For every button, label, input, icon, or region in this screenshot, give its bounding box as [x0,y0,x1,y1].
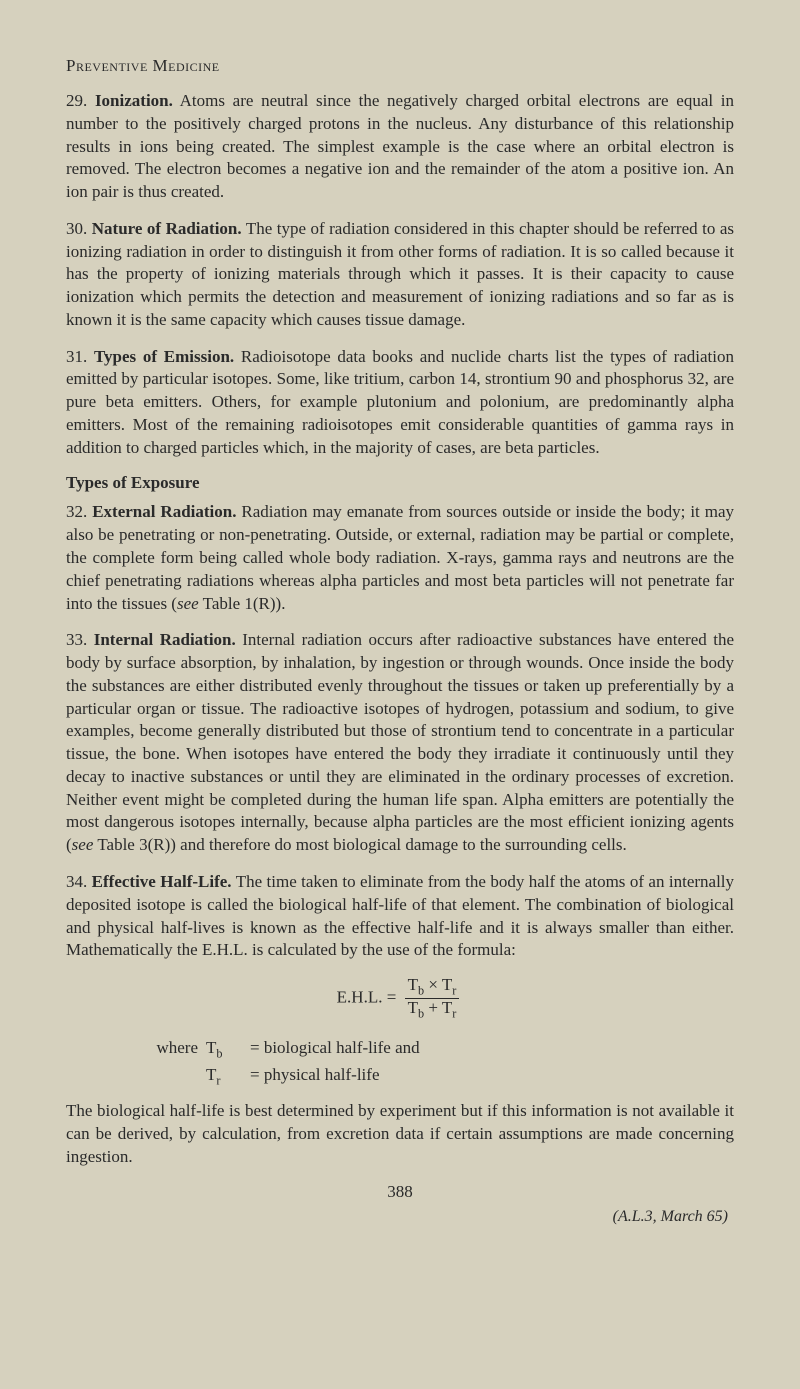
paragraph-33: 33. Internal Radiation. Internal radiati… [66,629,734,857]
para-text-after: Table 1(R)). [199,594,286,613]
where-row: where Tb = biological half-life and [66,1035,734,1063]
where-label-empty [66,1062,206,1090]
issue-reference: (A.L.3, March 65) [66,1208,734,1226]
page-container: Preventive Medicine 29. Ionization. Atom… [0,0,800,1266]
where-row: Tr = physical half-life [66,1062,734,1090]
paragraph-34: 34. Effective Half-Life. The time taken … [66,871,734,962]
para-number: 29. [66,91,87,110]
where-block: where Tb = biological half-life and Tr =… [66,1035,734,1090]
paragraph-30: 30. Nature of Radiation. The type of rad… [66,218,734,332]
paragraph-32: 32. External Radiation. Radiation may em… [66,501,734,615]
para-lead: Ionization. [95,91,173,110]
para-lead: Nature of Radiation. [92,219,242,238]
subheading-types-of-exposure: Types of Exposure [66,473,734,493]
para-number: 33. [66,630,87,649]
para-number: 30. [66,219,87,238]
running-head: Preventive Medicine [66,56,734,76]
where-definition: = physical half-life [250,1062,734,1090]
paragraph-after-where: The biological half-life is best determi… [66,1100,734,1168]
para-number: 34. [66,872,87,891]
paragraph-29: 29. Ionization. Atoms are neutral since … [66,90,734,204]
para-number: 31. [66,347,87,366]
para-text-before: Internal radiation occurs after radioact… [66,630,734,854]
italic-see: see [177,594,199,613]
where-symbol: Tr [206,1062,250,1090]
formula-ehl: E.H.L. = Tb × Tr Tb + Tr [66,976,734,1021]
where-definition: = biological half-life and [250,1035,734,1063]
para-number: 32. [66,502,87,521]
page-number: 388 [66,1182,734,1202]
para-lead: Effective Half-Life. [92,872,232,891]
para-text-after: Table 3(R)) and therefore do most biolog… [93,835,626,854]
formula-fraction: Tb × Tr Tb + Tr [405,976,460,1021]
formula-numerator: Tb × Tr [405,976,460,999]
formula-lhs: E.H.L. = [337,987,401,1006]
paragraph-31: 31. Types of Emission. Radioisotope data… [66,346,734,460]
para-lead: Types of Emission. [94,347,234,366]
para-lead: External Radiation. [92,502,236,521]
italic-see: see [72,835,94,854]
para-lead: Internal Radiation. [94,630,236,649]
where-symbol: Tb [206,1035,250,1063]
formula-denominator: Tb + Tr [405,999,460,1021]
where-label: where [66,1035,206,1063]
